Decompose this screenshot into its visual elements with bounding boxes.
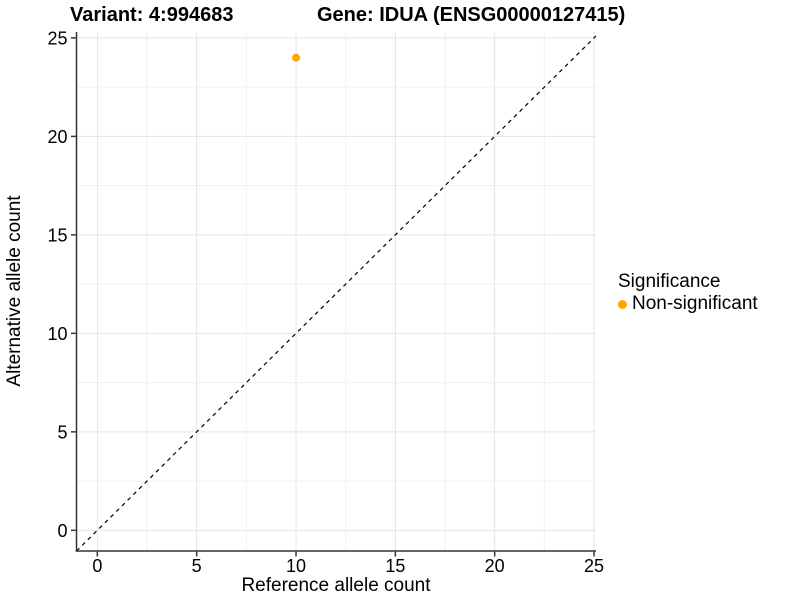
legend-item-label: Non-significant — [632, 293, 758, 314]
plot-title-variant: Variant: 4:994683 — [70, 4, 234, 26]
x-tick-label: 0 — [92, 556, 102, 576]
x-tick-label: 5 — [192, 556, 202, 576]
x-tick-label: 20 — [485, 556, 505, 576]
data-point — [292, 53, 301, 62]
y-tick-label: 0 — [57, 521, 67, 541]
x-tick-label: 25 — [584, 556, 604, 576]
y-tick-label: 5 — [57, 422, 67, 442]
x-axis-title: Reference allele count — [241, 575, 431, 596]
legend-item: Non-significant — [618, 294, 758, 314]
y-axis-title: Alternative allele count — [4, 195, 25, 387]
y-tick-label: 25 — [47, 28, 67, 48]
legend: Significance Non-significant — [618, 272, 758, 314]
y-tick-label: 20 — [47, 127, 67, 147]
legend-dot-icon — [618, 299, 627, 309]
plot-title-gene: Gene: IDUA (ENSG00000127415) — [317, 4, 626, 26]
x-tick-label: 15 — [385, 556, 405, 576]
legend-title: Significance — [618, 271, 721, 292]
x-tick-label: 10 — [286, 556, 306, 576]
y-tick-label: 10 — [47, 324, 67, 344]
y-tick-label: 15 — [47, 225, 67, 245]
identity-line — [76, 35, 597, 552]
